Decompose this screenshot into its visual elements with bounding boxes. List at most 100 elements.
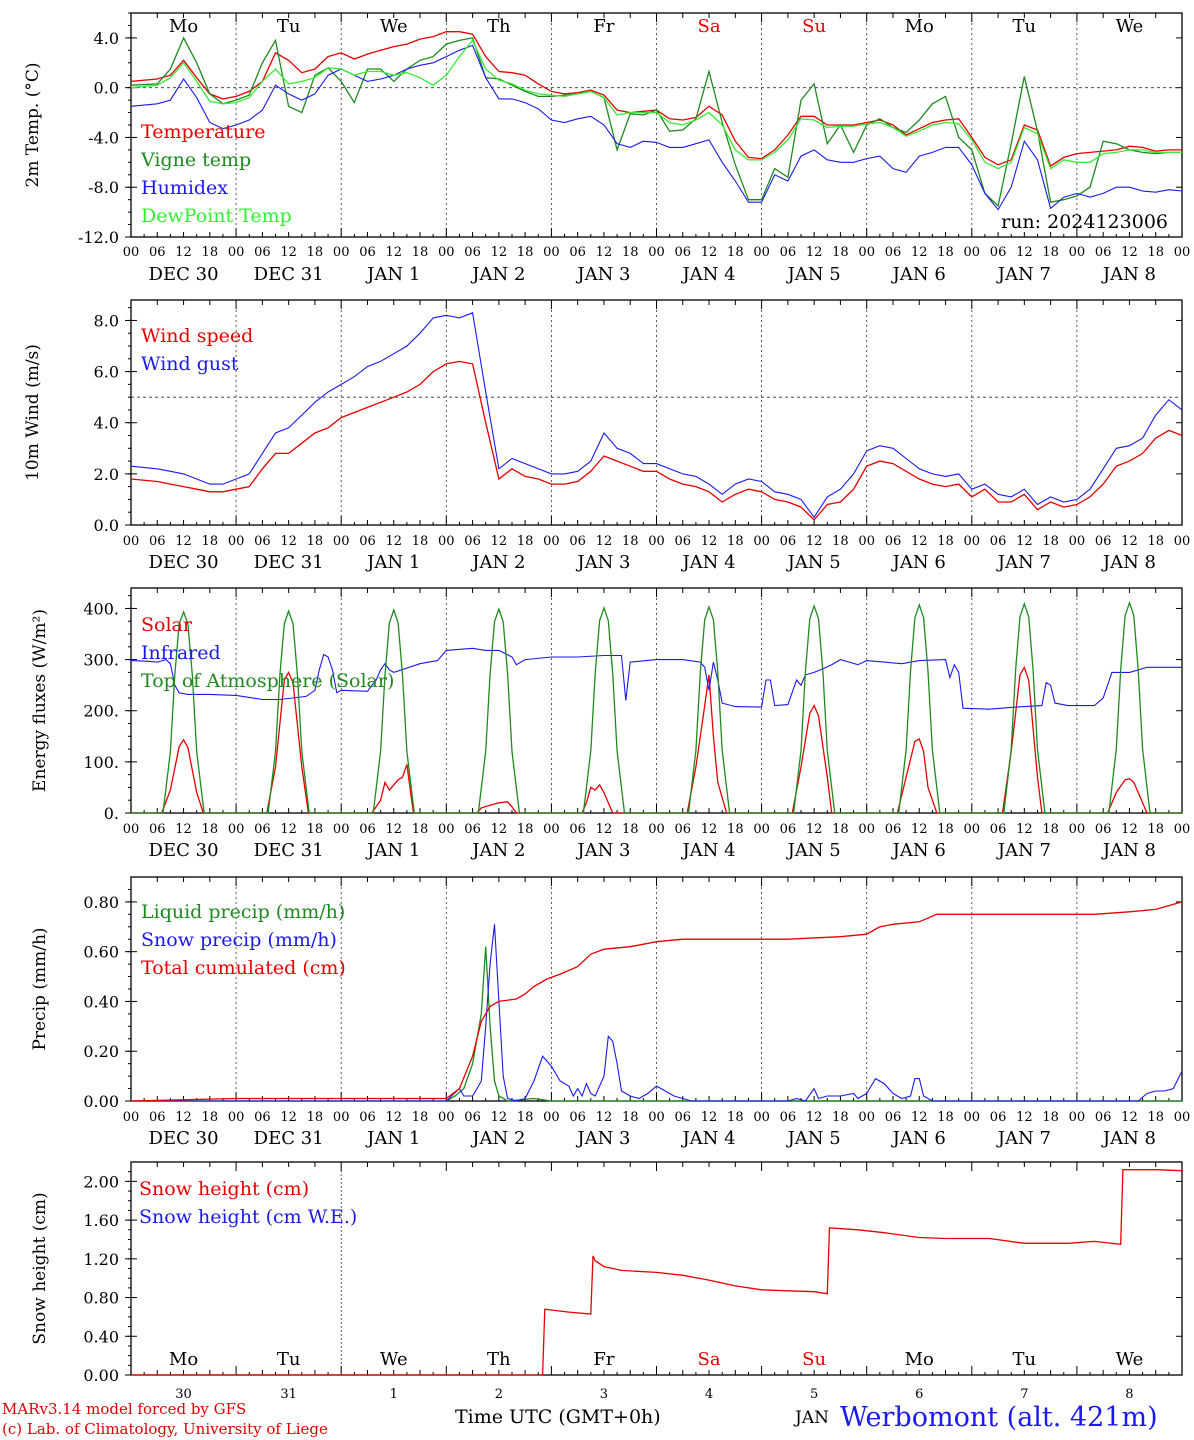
series-line-vigne-temp — [130, 36, 1182, 208]
y-tick-label: -4.0 — [88, 128, 119, 147]
hour-tick-label: 12 — [1016, 1110, 1033, 1125]
date-label: JAN 5 — [786, 1128, 841, 1149]
hour-tick-label: 00 — [858, 822, 875, 837]
hour-tick-label: 12 — [1121, 245, 1138, 260]
hour-tick-label: 12 — [175, 534, 192, 549]
legend-entry: Snow precip (mm/h) — [141, 929, 337, 951]
hour-tick-label: 12 — [806, 822, 823, 837]
hour-tick-label: 06 — [885, 822, 902, 837]
weekday-label: Sa — [698, 1349, 721, 1370]
date-label: JAN 2 — [470, 1128, 525, 1149]
x-axis-title: Time UTC (GMT+0h) — [455, 1406, 661, 1428]
date-label: JAN 6 — [891, 840, 946, 861]
y-tick-label: 0.0 — [94, 79, 119, 98]
chart-panel-4: 0.80 0.60 0.40 0.20 0.00 Precip (mm/h) Liquid … — [30, 876, 1191, 1149]
chart-panel-5: 2.00 1.60 1.20 0.80 0.40 0.00 Snow height (cm)… — [30, 1161, 1183, 1402]
date-label: DEC 31 — [254, 264, 324, 285]
hour-tick-label: 12 — [491, 245, 508, 260]
hour-tick-label: 06 — [1095, 245, 1112, 260]
hour-tick-label: 18 — [202, 534, 219, 549]
hour-tick-label: 12 — [911, 534, 928, 549]
hour-tick-label: 00 — [333, 245, 350, 260]
hour-tick-label: 00 — [964, 534, 981, 549]
weekday-label: Mo — [905, 16, 934, 37]
y-tick-label: 0.0 — [94, 516, 119, 535]
hour-tick-label: 18 — [937, 1110, 954, 1125]
hour-tick-label: 12 — [385, 1110, 402, 1125]
date-label: JAN 5 — [786, 552, 841, 573]
hour-tick-label: 18 — [832, 1110, 849, 1125]
hour-tick-label: 00 — [648, 245, 665, 260]
hour-tick-label: 00 — [753, 534, 770, 549]
hour-tick-label: 12 — [701, 822, 718, 837]
hour-tick-label: 18 — [727, 1110, 744, 1125]
hour-tick-label: 12 — [1121, 1110, 1138, 1125]
weekday-label: Th — [487, 1349, 511, 1370]
hour-tick-label: 12 — [175, 245, 192, 260]
hour-tick-label: 06 — [254, 1110, 271, 1125]
hour-tick-label: 06 — [675, 534, 692, 549]
series-line-liquid-precip-mm-h — [131, 946, 1182, 1102]
weekday-label: We — [380, 1349, 408, 1370]
hour-tick-label: 12 — [385, 822, 402, 837]
hour-tick-label: 00 — [1174, 1110, 1191, 1125]
hour-tick-label: 18 — [1042, 822, 1059, 837]
y-tick-label: 0.40 — [83, 1327, 119, 1346]
hour-tick-label: 00 — [1069, 534, 1086, 549]
hour-tick-label: 18 — [832, 245, 849, 260]
y-tick-label: 8.0 — [94, 311, 119, 330]
hour-tick-label: 18 — [307, 245, 324, 260]
hour-tick-label: 12 — [1016, 822, 1033, 837]
hour-tick-label: 12 — [596, 534, 613, 549]
hour-tick-label: 06 — [990, 1110, 1007, 1125]
hour-tick-label: 12 — [596, 1110, 613, 1125]
y-tick-label: 0.00 — [83, 1092, 119, 1111]
hour-tick-label: 06 — [464, 1110, 481, 1125]
hour-tick-label: 00 — [858, 1110, 875, 1125]
hour-tick-label: 06 — [990, 822, 1007, 837]
hour-tick-label: 12 — [701, 245, 718, 260]
y-tick-label: 2.00 — [83, 1172, 119, 1191]
y-tick-label: 300. — [83, 651, 119, 670]
legend-entry: Infrared — [141, 642, 221, 664]
hour-tick-label: 06 — [254, 534, 271, 549]
hour-tick-label: 12 — [491, 1110, 508, 1125]
hour-tick-label: 06 — [149, 1110, 166, 1125]
y-tick-label: 200. — [83, 702, 119, 721]
y-tick-label: 6.0 — [94, 363, 119, 382]
hour-tick-label: 00 — [964, 822, 981, 837]
lab-credit-line: (c) Lab. of Climatology, University of L… — [2, 1420, 328, 1438]
weekday-label: Su — [802, 1349, 826, 1370]
hour-tick-label: 12 — [1121, 534, 1138, 549]
weekday-label: Tu — [277, 16, 301, 37]
hour-tick-label: 18 — [517, 1110, 534, 1125]
weekday-label: Sa — [698, 16, 721, 37]
hour-tick-label: 18 — [517, 534, 534, 549]
date-label: DEC 31 — [254, 552, 324, 573]
hour-tick-label: 00 — [753, 1110, 770, 1125]
model-credit-line: MARv3.14 model forced by GFS — [2, 1400, 247, 1418]
hour-tick-label: 18 — [622, 822, 639, 837]
series-line-snow-precip-mm-h — [131, 924, 1183, 1102]
month-label: JAN — [795, 1408, 829, 1428]
hour-tick-label: 18 — [517, 822, 534, 837]
y-tick-label: 0.20 — [83, 1042, 119, 1061]
weekday-label: Fr — [593, 16, 614, 37]
hour-tick-label: 00 — [1069, 1110, 1086, 1125]
hour-tick-label: 12 — [280, 534, 297, 549]
weekday-label: Mo — [905, 1349, 934, 1370]
hour-tick-label: 12 — [175, 822, 192, 837]
hour-tick-label: 18 — [1147, 534, 1164, 549]
hour-tick-label: 06 — [569, 245, 586, 260]
hour-tick-label: 06 — [254, 245, 271, 260]
series-line-humidex — [130, 44, 1183, 211]
hour-tick-label: 18 — [1147, 1110, 1164, 1125]
hour-tick-label: 18 — [517, 245, 534, 260]
hour-tick-label: 06 — [990, 245, 1007, 260]
hour-tick-label: 18 — [307, 822, 324, 837]
hour-tick-label: 12 — [385, 534, 402, 549]
day-number-label: 8 — [1125, 1387, 1133, 1402]
legend-entry: Temperature — [141, 121, 265, 143]
date-label: JAN 7 — [996, 840, 1051, 861]
